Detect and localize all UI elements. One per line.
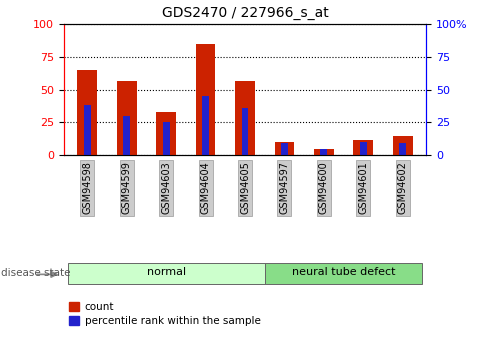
Bar (399, 144, 406, 155)
Text: normal: normal (147, 267, 186, 277)
Bar (163, 122, 170, 155)
Bar (242, 108, 248, 155)
Text: disease state: disease state (1, 268, 71, 278)
Bar (265, 263, 422, 284)
Bar (274, 142, 294, 155)
Legend: count, percentile rank within the sample: count, percentile rank within the sample (69, 302, 260, 326)
Title: GDS2470 / 227966_s_at: GDS2470 / 227966_s_at (162, 6, 328, 20)
Text: neural tube defect: neural tube defect (292, 267, 395, 277)
Bar (156, 112, 176, 155)
Bar (202, 96, 209, 155)
Bar (77, 70, 97, 155)
Bar (393, 136, 413, 155)
Bar (84, 106, 91, 155)
Bar (123, 116, 130, 155)
Bar (360, 142, 367, 155)
Bar (196, 44, 216, 155)
Bar (117, 80, 137, 155)
Bar (68, 263, 265, 284)
Bar (353, 139, 373, 155)
Bar (314, 149, 334, 155)
Bar (235, 80, 255, 155)
Bar (320, 149, 327, 155)
Bar (281, 144, 288, 155)
